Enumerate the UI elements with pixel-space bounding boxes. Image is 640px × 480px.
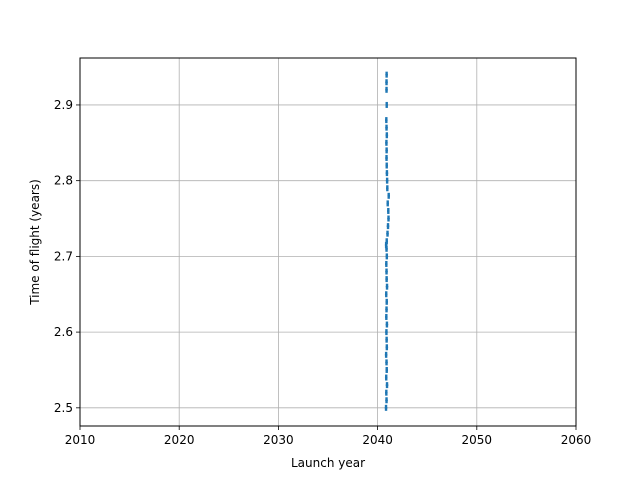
data-point-marker <box>385 300 389 304</box>
data-point-marker <box>385 270 388 273</box>
data-point-marker <box>385 285 389 288</box>
data-point-marker <box>386 202 390 205</box>
x-tick-label: 2040 <box>362 433 393 447</box>
data-point-marker <box>385 126 388 129</box>
data-point-marker <box>386 224 390 228</box>
data-point-marker <box>387 217 390 220</box>
data-point-marker <box>385 247 388 251</box>
y-tick-label: 2.7 <box>54 249 73 263</box>
data-point-marker <box>384 353 388 357</box>
data-point-marker <box>385 277 388 281</box>
x-tick-label: 2020 <box>164 433 195 447</box>
data-point-marker <box>385 133 389 137</box>
y-tick-label: 2.5 <box>54 401 73 415</box>
y-tick-label: 2.9 <box>54 98 73 112</box>
data-point-marker <box>385 73 388 76</box>
x-axis-label: Launch year <box>291 456 365 470</box>
data-point-marker <box>384 406 388 410</box>
y-tick-label: 2.6 <box>54 325 73 339</box>
data-point-marker <box>385 118 388 122</box>
data-point-marker <box>385 80 388 84</box>
data-point-marker <box>385 368 389 372</box>
data-point-marker <box>386 232 389 235</box>
data-point-marker <box>385 398 388 402</box>
data-point-marker <box>385 323 389 326</box>
data-point-marker <box>385 88 388 92</box>
data-point-marker <box>385 156 388 160</box>
data-point-marker <box>385 383 389 387</box>
data-point-marker <box>385 262 388 266</box>
data-points <box>384 71 391 411</box>
data-point-marker <box>385 141 388 145</box>
data-point-marker <box>385 345 389 349</box>
x-tick-label: 2060 <box>561 433 592 447</box>
data-point-marker <box>387 194 391 198</box>
x-tick-label: 2050 <box>462 433 493 447</box>
data-point-marker <box>385 179 389 182</box>
data-point-marker <box>384 243 388 247</box>
data-point-marker <box>385 149 388 152</box>
data-point-marker <box>385 164 389 167</box>
y-tick-label: 2.8 <box>54 174 73 188</box>
data-point-marker <box>385 171 389 175</box>
axes-frame <box>79 57 577 427</box>
x-tick-label: 2030 <box>263 433 294 447</box>
data-point-marker <box>385 103 389 107</box>
data-point-marker <box>384 376 388 379</box>
data-point-marker <box>387 209 390 213</box>
grid-lines <box>79 58 577 426</box>
data-point-marker <box>385 239 389 243</box>
x-tick-label: 2010 <box>65 433 96 447</box>
data-point-marker <box>385 308 388 311</box>
data-point-marker <box>384 292 388 296</box>
data-point-marker <box>386 186 389 190</box>
y-axis-label: Time of flight (years) <box>28 179 42 306</box>
data-point-marker <box>385 391 388 394</box>
data-point-marker <box>385 338 388 341</box>
data-point-marker <box>385 361 388 364</box>
data-point-marker <box>385 330 388 334</box>
data-point-marker <box>385 255 389 258</box>
data-point-marker <box>385 315 388 319</box>
tick-marks <box>76 104 577 430</box>
